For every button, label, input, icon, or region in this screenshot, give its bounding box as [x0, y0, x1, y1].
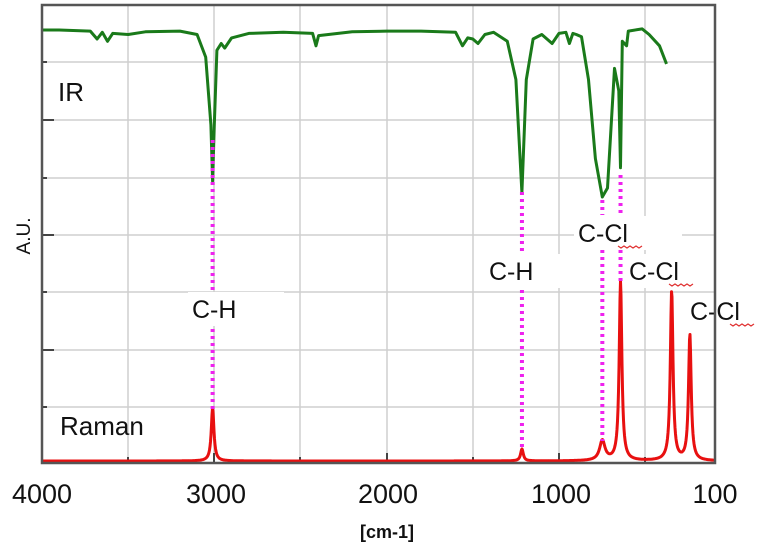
annotations: C-HC-HC-ClC-ClC-Cl: [188, 216, 768, 328]
spellcheck-squiggle: [668, 283, 694, 287]
annotation-background: [686, 294, 768, 328]
annotation-background: [625, 254, 719, 288]
annotation-background: [574, 216, 682, 250]
x-tick-4000: 4000: [12, 479, 72, 509]
x-tick-1000: 1000: [531, 479, 591, 509]
annotation-ch2: C-H: [489, 258, 533, 286]
raman-series-label: Raman: [60, 411, 144, 441]
annotation-background: [188, 292, 284, 326]
peak-correlation-links: [210, 140, 623, 450]
ir-series-label: IR: [58, 77, 84, 107]
x-axis-tick-labels: 4000 3000 2000 1000 100: [12, 479, 738, 509]
x-tick-3000: 3000: [186, 479, 246, 509]
x-tick-100: 100: [692, 479, 737, 509]
annotation-ccl2: C-Cl: [629, 258, 679, 286]
annotation-ccl1: C-Cl: [578, 220, 628, 248]
x-tick-2000: 2000: [358, 479, 418, 509]
plot-frame: [40, 3, 717, 465]
y-axis-title: A.U.: [14, 218, 35, 255]
ir-spectrum-line: [42, 27, 668, 199]
x-axis-title: [cm-1]: [360, 522, 414, 542]
spellcheck-squiggle: [729, 323, 755, 327]
annotation-background: [485, 254, 575, 288]
annotation-ch1: C-H: [192, 296, 236, 324]
spellcheck-squiggle: [617, 245, 643, 249]
